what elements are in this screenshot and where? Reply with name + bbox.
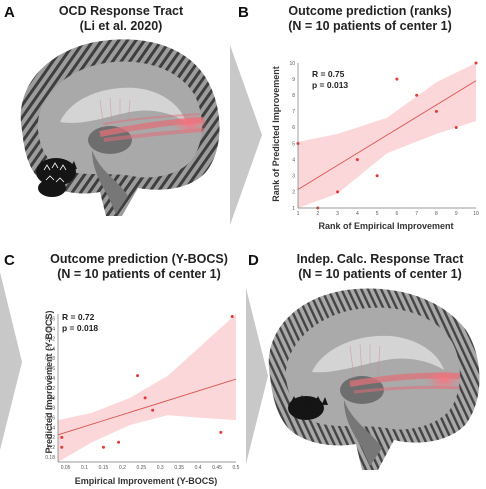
chart-c-y-tick-label: 0.44 [45,327,55,333]
chart-b-stat-p: p = 0.013 [312,80,348,90]
panel-c-label: C [4,252,15,269]
arrow-a-to-b [230,45,262,225]
chart-c-point-4 [117,440,121,444]
chart-c-stat-r: R = 0.72 [62,312,95,322]
chart-c-y-tick-label: 0.32 [45,386,55,392]
chart-b-x-ticks: 1 2 3 4 5 6 7 8 9 10 [297,211,479,217]
chart-b-regression-line [297,80,477,190]
chart-c-point-6 [143,396,147,400]
chart-b-x-tick-label: 4 [356,211,359,217]
chart-c-x-tick-label: 0.25 [136,465,146,471]
chart-c-ylabel: Predicted Improvement (Y-BOCS) [44,310,54,453]
panel-b-label: B [238,4,249,21]
chart-c-regression-line [57,378,237,436]
chart-c-confidence-band [58,314,236,462]
chart-b-point-8 [434,109,438,113]
chart-c-x-tick-label: 0.15 [99,465,109,471]
chart-b-point-3 [336,190,340,194]
chart-c-y-tick-label: 0.2 [48,445,55,451]
chart-c-y-tick-label: 0.42 [45,336,55,342]
panel-a-title-1: OCD Response Tract [59,4,184,18]
chart-c-y-tick-label: 0.22 [45,435,55,441]
chart-b-xlabel: Rank of Empirical Improvement [318,221,453,231]
chart-b-x-tick-label: 6 [395,211,398,217]
chart-c-point-5 [136,374,140,378]
chart-c-x-ticks: 0.05 0.1 0.15 0.2 0.25 0.3 0.35 0.4 0.45 0.5 [61,465,240,471]
chart-c-y-ticks: 0.18 0.2 0.22 0.24 0.26 0.28 0.3 0.32 0.34 0.36 0.… [45,317,55,461]
chart-c-y-tick-label: 0.46 [45,317,55,323]
chart-c-y-tick-label: 0.34 [45,376,55,382]
chart-b-point-10 [474,61,478,65]
chart-c-point-3 [101,445,105,449]
chart-b-y-tick-label: 6 [292,125,295,131]
chart-b-y-tick-label: 5 [292,141,295,147]
chart-c-stat-p: p = 0.018 [62,323,98,333]
chart-c-x-tick-label: 0.4 [195,465,202,471]
chart-b-point-7 [415,93,419,97]
chart-c-y-tick-label: 0.24 [45,425,55,431]
panel-b-title-2: (N = 10 patients of center 1) [288,19,452,33]
panel-d-title-2: (N = 10 patients of center 1) [298,267,462,281]
chart-b-point-9 [454,125,458,129]
arrow-c-to-d [246,288,268,464]
chart-c-point-2 [60,435,64,439]
chart-b-point-5 [375,174,379,178]
chart-c-y-tick-label: 0.18 [45,455,55,461]
chart-b-x-tick-label: 7 [415,211,418,217]
chart-c-x-tick-label: 0.1 [81,465,88,471]
panel-c-title-1: Outcome prediction (Y-BOCS) [50,252,228,266]
chart-b-y-tick-label: 9 [292,77,295,83]
brain-sagittal-image-a [20,39,220,216]
chart-b-point-4 [355,158,359,162]
chart-b-y-tick-label: 8 [292,93,295,99]
chart-b-y-tick-label: 10 [289,61,295,67]
panel-c-title-2: (N = 10 patients of center 1) [57,267,221,281]
chart-b-y-tick-label: 2 [292,190,295,196]
panel-b-title-1: Outcome prediction (ranks) [288,4,451,18]
chart-c-x-tick-label: 0.3 [157,465,164,471]
chart-b-point-6 [395,77,399,81]
panel-d-label: D [248,252,259,269]
arrow-left-c [0,272,22,450]
panel-d-title-1: Indep. Calc. Response Tract [297,252,465,266]
chart-b: 1 2 3 4 5 6 7 8 9 10 1 2 3 4 5 6 7 8 9 10 R = 0.75 p = 0.0… [271,61,479,231]
chart-b-x-tick-label: 1 [297,211,300,217]
chart-c-y-tick-label: 0.36 [45,366,55,372]
chart-b-y-tick-label: 3 [292,174,295,180]
chart-b-x-tick-label: 5 [376,211,379,217]
chart-b-x-tick-label: 8 [435,211,438,217]
chart-b-y-tick-label: 4 [292,157,295,163]
chart-b-x-tick-label: 3 [336,211,339,217]
chart-b-x-tick-label: 9 [455,211,458,217]
chart-b-x-tick-label: 2 [316,211,319,217]
panel-a-title-2: (Li et al. 2020) [80,19,163,33]
chart-b-ylabel: Rank of Predicted Improvement [271,66,281,202]
chart-c-y-tick-label: 0.4 [48,346,55,352]
chart-c-xlabel: Empirical Improvement (Y-BOCS) [75,476,218,486]
chart-c: 0.05 0.1 0.15 0.2 0.25 0.3 0.35 0.4 0.45 0.5 0.18… [44,310,240,486]
chart-c-y-tick-label: 0.38 [45,356,55,362]
chart-b-y-tick-label: 1 [292,206,295,212]
chart-c-x-tick-label: 0.05 [61,465,71,471]
chart-c-y-tick-label: 0.26 [45,415,55,421]
chart-c-point-9 [230,314,234,318]
chart-c-point-8 [219,430,223,434]
chart-b-x-tick-label: 10 [473,211,479,217]
chart-c-x-tick-label: 0.2 [119,465,126,471]
chart-b-y-ticks: 1 2 3 4 5 6 7 8 9 10 [289,61,295,212]
chart-b-stat-r: R = 0.75 [312,69,345,79]
chart-c-points [60,314,234,449]
chart-b-y-tick-label: 7 [292,109,295,115]
chart-c-y-tick-label: 0.3 [48,396,55,402]
chart-c-x-tick-label: 0.35 [174,465,184,471]
panel-a-label: A [4,4,15,21]
chart-c-point-7 [151,408,155,412]
chart-c-x-tick-label: 0.5 [233,465,240,471]
chart-c-y-tick-label: 0.28 [45,406,55,412]
chart-c-point-1 [60,445,64,449]
chart-c-x-tick-label: 0.45 [212,465,222,471]
brain-sagittal-image-d [268,288,480,470]
